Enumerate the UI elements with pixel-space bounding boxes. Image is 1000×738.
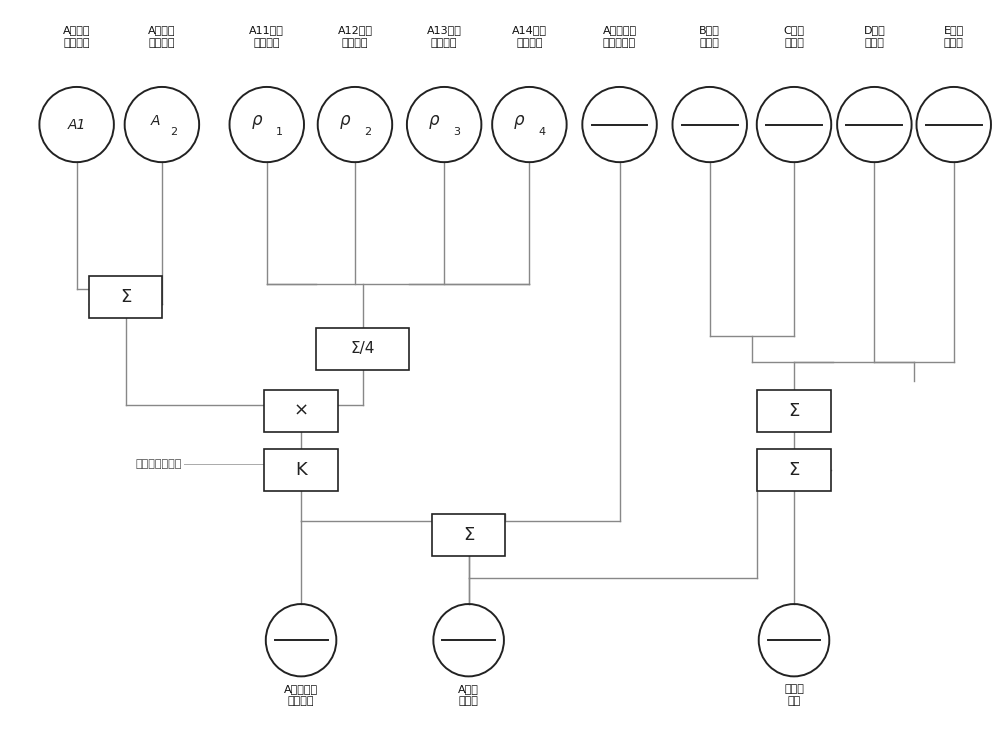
- Text: A: A: [150, 114, 160, 128]
- Text: $\rho$: $\rho$: [513, 113, 526, 131]
- Text: E磨入
炉煤量: E磨入 炉煤量: [944, 25, 964, 48]
- Text: A14风粉
浓度信号: A14风粉 浓度信号: [512, 25, 547, 48]
- Text: A磨驱动端
入炉煤量: A磨驱动端 入炉煤量: [284, 683, 318, 706]
- Text: Σ: Σ: [788, 402, 800, 420]
- Bar: [757, 390, 831, 432]
- Bar: [316, 328, 409, 370]
- Text: $\rho$: $\rho$: [339, 113, 351, 131]
- Text: D磨入
炉煤量: D磨入 炉煤量: [863, 25, 885, 48]
- Text: A12风粉
浓度信号: A12风粉 浓度信号: [337, 25, 372, 48]
- Text: A13风粉
浓度信号: A13风粉 浓度信号: [427, 25, 462, 48]
- Text: A磨入
炉煤量: A磨入 炉煤量: [458, 683, 479, 706]
- Text: A磨非驱动
端入炉煤量: A磨非驱动 端入炉煤量: [602, 25, 637, 48]
- Text: 1: 1: [276, 127, 283, 137]
- Text: 总入炉
煤量: 总入炉 煤量: [784, 683, 804, 706]
- Text: 2: 2: [170, 127, 177, 137]
- Text: $\rho$: $\rho$: [251, 113, 263, 131]
- Text: ×: ×: [293, 402, 309, 420]
- Bar: [757, 449, 831, 492]
- Bar: [264, 390, 338, 432]
- Bar: [89, 276, 162, 317]
- Text: K: K: [295, 461, 307, 479]
- Text: 3: 3: [453, 127, 460, 137]
- Text: A磨驱动
端旁路风: A磨驱动 端旁路风: [63, 25, 90, 48]
- Text: C磨入
炉煤量: C磨入 炉煤量: [784, 25, 804, 48]
- Text: A1: A1: [67, 117, 86, 131]
- Text: A磨驱动
端容量风: A磨驱动 端容量风: [148, 25, 176, 48]
- Text: Σ/4: Σ/4: [351, 341, 375, 356]
- Text: Σ: Σ: [463, 526, 474, 545]
- Text: Σ: Σ: [788, 461, 800, 479]
- Text: Σ: Σ: [120, 288, 131, 306]
- Text: 该系数试验测得: 该系数试验测得: [135, 460, 182, 469]
- Text: A11风粉
浓度信号: A11风粉 浓度信号: [249, 25, 284, 48]
- Text: $\rho$: $\rho$: [428, 113, 441, 131]
- Bar: [264, 449, 338, 492]
- Text: B磨入
炉煤量: B磨入 炉煤量: [699, 25, 720, 48]
- Bar: [432, 514, 505, 556]
- Text: 4: 4: [539, 127, 546, 137]
- Text: 2: 2: [364, 127, 371, 137]
